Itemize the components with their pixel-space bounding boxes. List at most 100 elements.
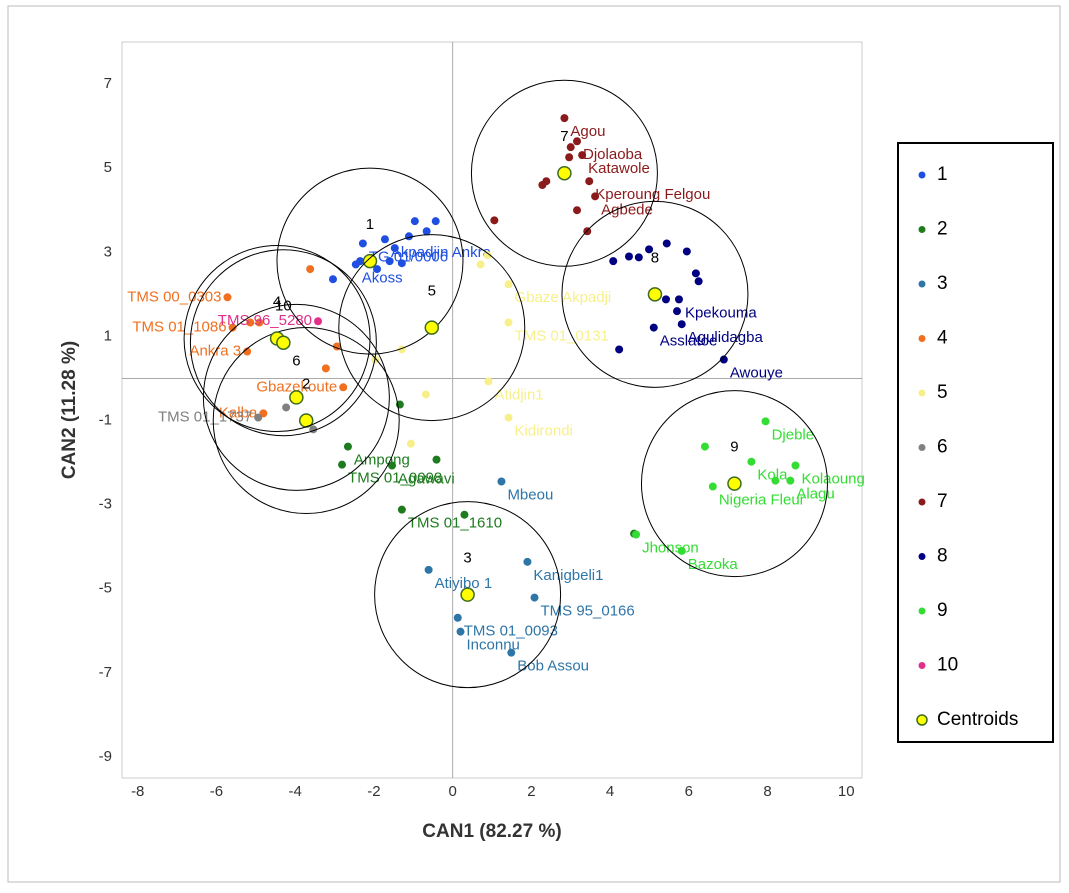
y-tick-label: -3 [99, 496, 112, 513]
point [682, 247, 691, 256]
point [674, 295, 683, 304]
centroid-ring [470, 79, 658, 267]
x-tick-label: 8 [763, 783, 771, 800]
point [397, 259, 406, 268]
point [490, 216, 499, 225]
point-label: Jhonson [642, 539, 699, 556]
point [338, 460, 347, 469]
legend-label: 9 [937, 600, 948, 621]
centroid [727, 476, 742, 491]
point [390, 244, 399, 253]
centroid-ring [189, 249, 377, 437]
point-label: Mbeou [507, 486, 553, 503]
point [228, 323, 237, 332]
point [397, 505, 406, 514]
centroid-label: 2 [302, 375, 310, 392]
centroid-label: 5 [428, 283, 436, 300]
point [484, 377, 493, 386]
point [421, 390, 430, 399]
legend-marker [918, 553, 926, 560]
point [432, 455, 441, 464]
point [504, 280, 513, 289]
point-label: Djeble [772, 426, 815, 443]
point [424, 565, 433, 574]
point-label: TMS 01_1610 [408, 515, 502, 532]
point-label: Gbazekoute [256, 378, 337, 395]
point-label: TMS 00_0303 [127, 288, 221, 305]
point [422, 227, 431, 236]
point-label: Alagu [796, 486, 834, 503]
point [786, 476, 795, 485]
y-tick-label: -5 [99, 580, 112, 597]
point-label: Agbede [601, 201, 653, 218]
centroid-ring [183, 245, 371, 433]
point [560, 114, 569, 123]
y-tick-label: 5 [104, 159, 112, 176]
point-label: Agou [570, 123, 605, 140]
legend-marker [916, 714, 928, 726]
point [380, 235, 389, 244]
plot-frame [121, 41, 863, 779]
point [254, 413, 263, 422]
point [649, 323, 658, 332]
point [634, 253, 643, 262]
legend-marker [918, 335, 926, 342]
point [661, 295, 670, 304]
legend-label: 6 [937, 437, 948, 458]
point [460, 510, 469, 519]
legend-label: 7 [937, 491, 948, 512]
point [388, 461, 397, 470]
point [328, 275, 337, 284]
y-tick-label: 1 [104, 327, 112, 344]
legend-marker [918, 498, 926, 506]
centroid [362, 253, 378, 269]
centroid-label: 3 [463, 550, 471, 567]
point-label: Kola [757, 467, 788, 484]
centroid-ring [212, 327, 400, 515]
legend-marker [918, 171, 926, 179]
point [523, 557, 532, 566]
point [504, 413, 513, 422]
point-label: Awouye [730, 365, 783, 382]
point [708, 482, 717, 491]
x-tick-label: -4 [289, 783, 302, 800]
point [565, 153, 574, 162]
point [761, 417, 770, 426]
point-label: Kpekouma [685, 304, 757, 321]
point [700, 442, 709, 451]
centroid-ring [202, 303, 390, 491]
point [632, 530, 641, 539]
point [343, 442, 352, 451]
point [339, 383, 348, 392]
centroid-ring [338, 234, 526, 422]
point-label: Nigeria Fleur [719, 492, 805, 509]
point [573, 206, 582, 215]
point-label: Bob Assou [517, 658, 589, 675]
point [321, 364, 330, 373]
centroid-ring [374, 501, 562, 689]
point [609, 257, 618, 266]
point [255, 318, 264, 327]
centroid-ring [561, 200, 749, 388]
point-label: Atidjin1 [494, 386, 543, 403]
point [694, 277, 703, 286]
point-label: TMS 01_1086 [132, 319, 226, 336]
point [406, 439, 415, 448]
centroid-ring [276, 167, 464, 355]
y-tick-label: -9 [99, 748, 112, 765]
point [385, 257, 394, 266]
x-tick-label: 2 [527, 783, 535, 800]
point [578, 151, 587, 160]
centroid-label: 7 [560, 128, 568, 145]
point-label: Katawole [588, 160, 650, 177]
point [356, 257, 365, 266]
point-label: Gbaze Akpadji [515, 289, 612, 306]
point [747, 457, 756, 466]
y-axis-title: CAN2 (11.28 %) [59, 341, 80, 479]
point [538, 180, 547, 189]
point [615, 345, 624, 354]
centroid [557, 165, 572, 181]
point-label: TG 01/0006 [369, 248, 448, 265]
point [483, 251, 492, 260]
